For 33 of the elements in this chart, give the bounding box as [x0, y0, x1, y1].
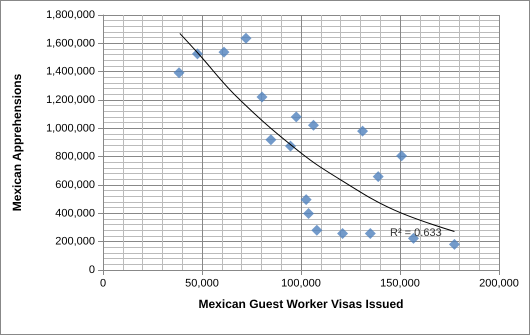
x-axis-title: Mexican Guest Worker Visas Issued	[198, 297, 404, 311]
point	[290, 111, 302, 122]
y-tick-label: 1,800,000	[46, 9, 95, 21]
y-tick-label: 1,200,000	[46, 94, 95, 106]
point	[308, 120, 319, 131]
y-tick-label: 200,000	[55, 236, 95, 248]
y-tick-label: 800,000	[55, 150, 95, 163]
x-tick-label: 100,000	[281, 278, 321, 290]
y-tick-label: 0	[88, 264, 95, 276]
point	[364, 228, 376, 239]
y-tick-label: 400,000	[55, 207, 95, 220]
x-tick-label: 150,000	[380, 278, 420, 290]
point	[357, 126, 368, 137]
y-axis-title: Mexican Apprehensions	[10, 73, 24, 212]
point	[218, 46, 230, 58]
y-tick-label: 1,600,000	[46, 37, 95, 50]
point	[256, 92, 268, 103]
x-tick-label: 0	[100, 278, 106, 290]
x-tick-label: 200,000	[479, 278, 519, 290]
point	[300, 194, 312, 206]
point	[240, 32, 252, 44]
point	[372, 171, 384, 182]
point	[311, 224, 322, 236]
point	[448, 238, 460, 250]
y-tick-label: 600,000	[55, 179, 95, 191]
point	[337, 228, 348, 239]
point	[174, 67, 185, 78]
y-tick-label: 1,000,000	[46, 122, 95, 134]
point	[265, 134, 276, 146]
x-tick-label: 50,000	[185, 278, 219, 290]
point	[303, 208, 314, 219]
y-tick-label: 1,400,000	[46, 66, 95, 78]
point	[396, 150, 408, 162]
